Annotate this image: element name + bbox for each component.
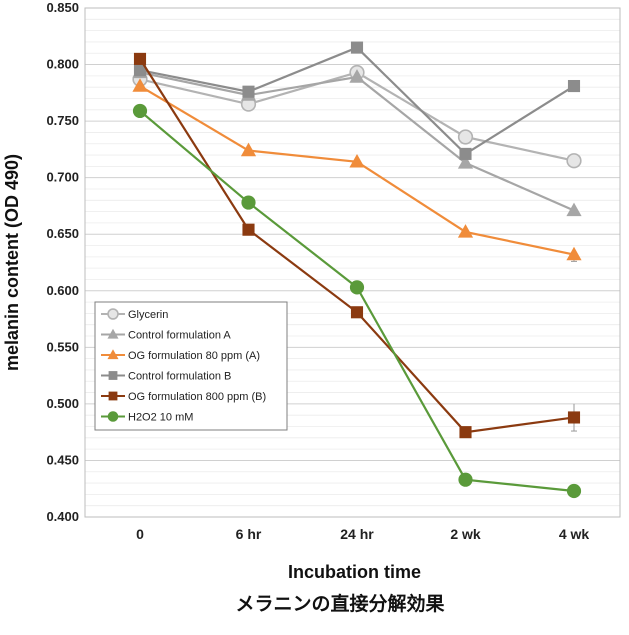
y-tick-label: 0.750 (46, 113, 79, 128)
y-tick-label: 0.400 (46, 509, 79, 524)
legend-label: OG formulation 80 ppm (A) (128, 350, 260, 362)
legend-marker (108, 371, 118, 380)
series-line (139, 110, 575, 493)
series-group (132, 41, 582, 499)
data-point (133, 64, 147, 77)
legend-label: Control formulation A (128, 330, 231, 342)
series-6 (132, 103, 582, 499)
data-point (457, 155, 474, 169)
y-axis-title: melanin content (OD 490) (2, 154, 22, 371)
data-point (459, 426, 472, 439)
legend-marker (107, 411, 119, 422)
chart-caption: メラニンの直接分解効果 (235, 592, 444, 615)
series-4 (133, 41, 581, 160)
y-tick-label: 0.550 (46, 339, 79, 354)
data-point (349, 153, 365, 168)
legend-label: OG formulation 800 ppm (B) (128, 391, 266, 403)
x-tick-label: 6 hr (236, 526, 262, 542)
data-point (457, 224, 474, 238)
data-point (566, 202, 582, 217)
y-tick-label: 0.850 (46, 0, 79, 15)
data-point (567, 411, 581, 424)
legend-marker (107, 349, 119, 360)
data-point (350, 306, 364, 319)
y-tick-label: 0.600 (46, 283, 79, 298)
data-point (349, 280, 365, 295)
series-3 (132, 78, 582, 261)
y-tick-label: 0.500 (46, 396, 79, 411)
axes: 0.400 0.450 0.500 0.550 0.600 0.650 0.700 0.750… (46, 0, 589, 542)
x-axis-title: Incubation time (288, 562, 421, 582)
data-point (457, 129, 474, 145)
data-point (566, 153, 582, 169)
legend-marker (107, 308, 119, 320)
y-tick-label: 0.700 (46, 170, 79, 185)
legend-label: H2O2 10 mM (128, 412, 193, 424)
legend-box (94, 301, 288, 431)
data-point (566, 483, 582, 499)
x-tick-label: 24 hr (340, 526, 374, 542)
data-point (567, 79, 581, 93)
data-point (350, 41, 364, 54)
series-line (139, 46, 575, 156)
data-point (132, 78, 148, 92)
legend-label: Control formulation B (128, 371, 231, 383)
plot-frame (84, 7, 621, 518)
data-point (242, 85, 255, 98)
legend-marker (107, 328, 119, 339)
data-point (566, 246, 582, 261)
x-tick-label: 0 (136, 526, 144, 542)
legend-marker (108, 391, 118, 401)
data-point (458, 472, 473, 487)
x-tick-label: 4 wk (559, 526, 590, 542)
data-point (240, 142, 257, 157)
data-point (241, 195, 256, 210)
data-point (349, 69, 365, 83)
x-tick-label: 2 wk (450, 526, 481, 542)
legend-label: Glycerin (128, 309, 168, 321)
data-point (132, 103, 148, 119)
series-line (139, 85, 575, 256)
data-point (133, 52, 147, 65)
data-point (242, 223, 255, 236)
y-tick-label: 0.650 (46, 226, 79, 241)
data-point (459, 147, 472, 160)
legend: Glycerin Control formulation A OG formulat… (94, 301, 288, 431)
y-tick-label: 0.800 (46, 57, 79, 72)
y-tick-label: 0.450 (46, 452, 79, 467)
